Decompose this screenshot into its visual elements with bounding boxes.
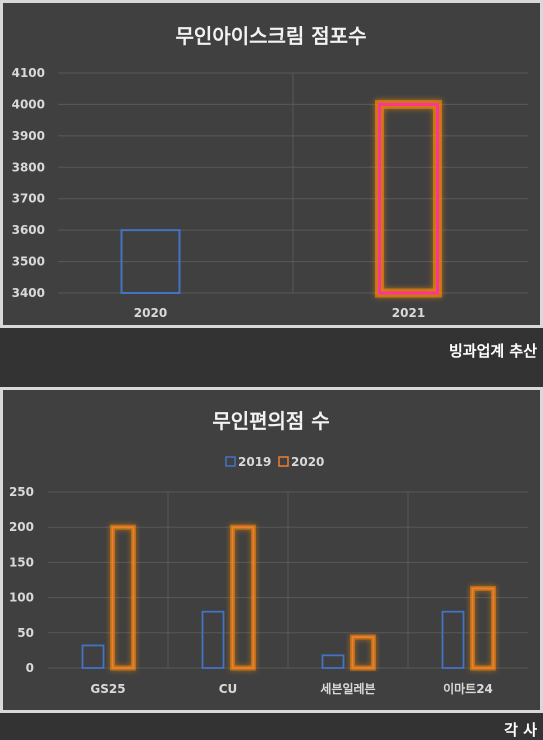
bar-이마트24-2019 — [441, 610, 465, 669]
legend-label: 2020 — [291, 455, 324, 469]
legend-swatch — [278, 456, 289, 467]
x-tick-label: CU — [219, 682, 238, 696]
y-tick-label: 4000 — [12, 97, 45, 111]
convenience-store-chart: 무인편의점 수 2019 2020 0 50 100 150 200 250 GS25 CU 세븐일레… — [9, 409, 528, 696]
bar-GS25-2020 — [111, 526, 135, 669]
y-tick-label: 0 — [26, 661, 34, 675]
bar-CU-2020 — [231, 526, 255, 669]
y-tick-label: 50 — [17, 626, 34, 640]
convenience-store-chart-panel: 무인편의점 수 2019 2020 0 50 100 150 200 250 GS25 CU 세븐일레… — [0, 387, 543, 713]
y-tick-label: 3600 — [12, 223, 45, 237]
source-note-convenience: 각 사 — [504, 721, 537, 739]
ice-cream-chart-panel: 무인아이스크림 점포수 3400 3500 3600 3700 3800 3900 4000 4… — [0, 0, 543, 328]
legend-swatch — [225, 456, 236, 467]
bar-2021 — [378, 102, 439, 295]
legend-label: 2019 — [238, 455, 271, 469]
x-tick-label: 2020 — [134, 306, 167, 320]
y-tick-label: 3400 — [12, 286, 45, 300]
x-tick-label: GS25 — [90, 682, 125, 696]
x-tick-label: 이마트24 — [443, 681, 493, 696]
y-tick-label: 3700 — [12, 192, 45, 206]
bar-glow — [470, 585, 496, 671]
bar-세븐일레븐-2020 — [351, 636, 375, 669]
y-tick-label: 150 — [9, 555, 34, 569]
source-note-ice-cream: 빙과업계 추산 — [448, 342, 537, 360]
y-tick-label: 3900 — [12, 129, 45, 143]
y-tick-label: 3800 — [12, 160, 45, 174]
y-tick-label: 4100 — [12, 66, 45, 80]
bar-CU-2019 — [201, 610, 225, 669]
y-tick-label: 100 — [9, 591, 34, 605]
ice-cream-chart: 무인아이스크림 점포수 3400 3500 3600 3700 3800 3900 4000 4… — [12, 24, 528, 320]
bar-2020 — [120, 229, 181, 294]
bar-GS25-2019 — [81, 644, 105, 669]
chart-title: 무인편의점 수 — [212, 409, 329, 433]
y-tick-label: 250 — [9, 485, 34, 499]
y-tick-label: 3500 — [12, 255, 45, 269]
x-tick-label: 2021 — [392, 306, 425, 320]
chart-title: 무인아이스크림 점포수 — [176, 24, 367, 48]
bar-세븐일레븐-2019 — [321, 654, 345, 669]
y-tick-label: 200 — [9, 520, 34, 534]
x-tick-label: 세븐일레븐 — [320, 681, 375, 696]
bar-이마트24-2020 — [471, 587, 495, 669]
bar-glow — [350, 634, 376, 671]
